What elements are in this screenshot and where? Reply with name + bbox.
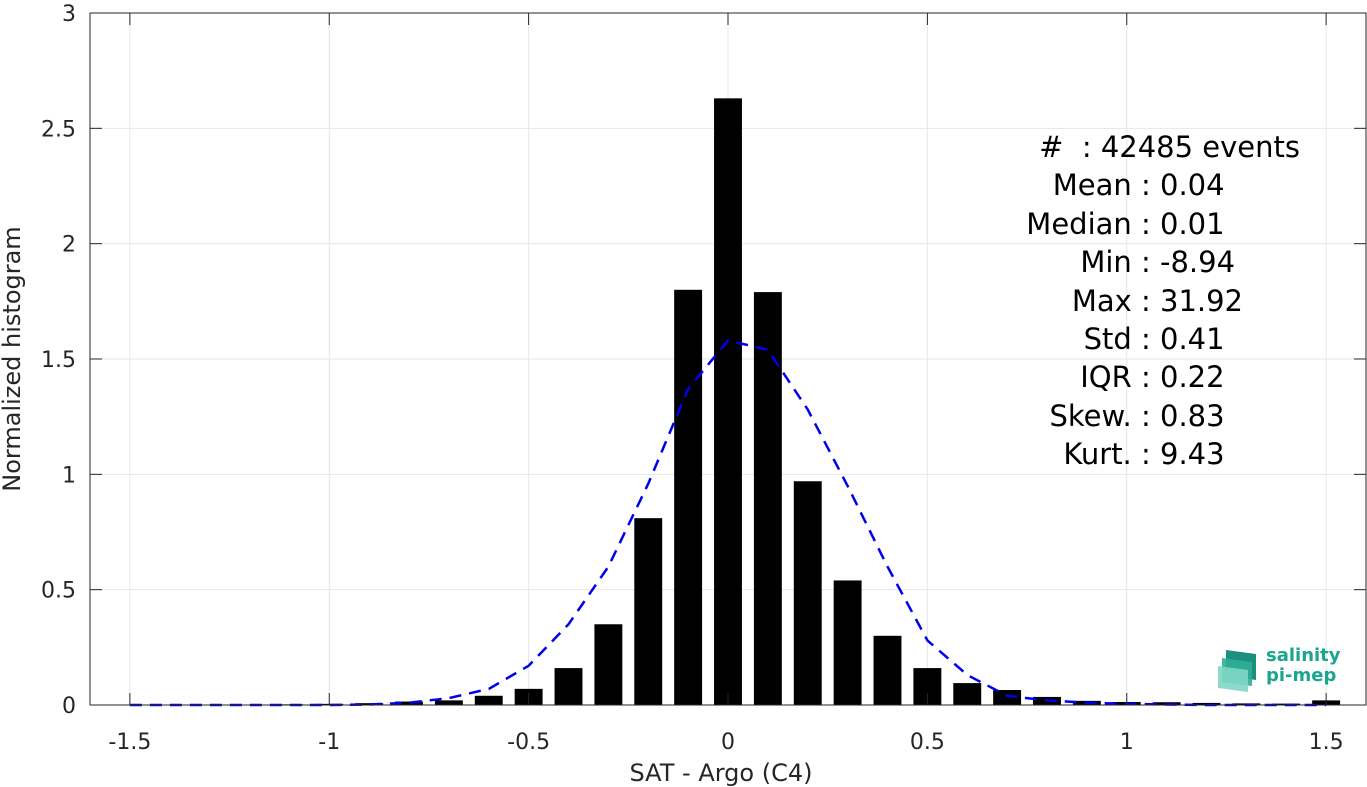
y-tick-label: 0 — [62, 694, 76, 719]
stat-value: : -8.94 — [1141, 245, 1236, 280]
stat-row: Skew. : 0.83 — [900, 397, 1300, 435]
x-tick-label: 0.5 — [910, 730, 945, 755]
salinity-pi-mep-logo: salinity pi-mep — [1216, 646, 1346, 696]
y-tick-label: 0.5 — [41, 579, 76, 604]
y-tick-label: 1 — [62, 463, 76, 488]
x-tick-labels: -1.5 -1 -0.5 0 0.5 1 1.5 — [108, 730, 1343, 755]
stat-value: : 9.43 — [1141, 437, 1225, 472]
y-tick-label: 3 — [62, 2, 76, 27]
stat-value: : 0.04 — [1141, 168, 1225, 203]
histogram-bar — [634, 518, 663, 705]
y-tick-label: 2.5 — [41, 117, 76, 142]
histogram-bar — [355, 703, 384, 705]
histogram-bars — [115, 98, 1341, 706]
stat-key: Max — [1071, 283, 1141, 318]
y-axis-title: Normalized histogram — [0, 226, 26, 491]
histogram-bar — [474, 695, 503, 705]
histogram-bar — [793, 481, 822, 705]
stat-value: : 0.83 — [1141, 398, 1225, 433]
x-tick-label: -0.5 — [507, 730, 550, 755]
stat-key: Median — [1026, 206, 1141, 241]
histogram-bar — [953, 683, 982, 705]
histogram-bar — [833, 580, 862, 705]
stat-row: Min : -8.94 — [900, 243, 1300, 281]
stat-key: # — [1039, 130, 1082, 164]
x-tick-label: 1.5 — [1309, 730, 1344, 755]
stat-value: : 31.92 — [1141, 283, 1244, 318]
stat-key: Std — [1083, 322, 1141, 357]
axis-ticks — [90, 12, 1366, 706]
histogram-bar — [714, 98, 742, 705]
x-tick-label: -1 — [318, 730, 340, 755]
stat-value: : 0.22 — [1141, 360, 1225, 395]
stat-key: Min — [1080, 245, 1141, 280]
wave-logo-icon — [1218, 650, 1256, 692]
histogram-bar — [395, 701, 423, 705]
x-axis-title: SAT - Argo (C4) — [630, 759, 813, 787]
y-tick-label: 1.5 — [41, 348, 76, 373]
y-tick-labels: 0 0.5 1 1.5 2 2.5 3 — [41, 2, 76, 719]
stat-row: IQR : 0.22 — [900, 358, 1300, 396]
y-tick-label: 2 — [62, 233, 76, 258]
stat-key: Mean — [1052, 168, 1141, 203]
histogram-bar — [554, 668, 583, 705]
stat-row: Median : 0.01 — [900, 205, 1300, 243]
histogram-bar — [753, 292, 782, 705]
histogram-bar — [873, 635, 902, 705]
stat-value: : 0.41 — [1141, 322, 1225, 357]
logo-line-2: pi-mep — [1266, 665, 1337, 686]
stat-row: Std : 0.41 — [900, 320, 1300, 358]
stat-row: Kurt. : 9.43 — [900, 435, 1300, 473]
stat-value: : 0.01 — [1141, 206, 1225, 241]
histogram-bar — [993, 690, 1022, 705]
stat-row: # : 42485 events — [900, 128, 1300, 166]
statistics-panel: # : 42485 events Mean : 0.04 Median : 0.01… — [900, 128, 1300, 474]
logo-line-1: salinity — [1266, 645, 1341, 666]
histogram-bar — [674, 289, 703, 705]
stat-key: IQR — [1080, 360, 1141, 395]
x-tick-label: -1.5 — [108, 730, 151, 755]
x-tick-label: 1 — [1120, 730, 1134, 755]
stat-row: Mean : 0.04 — [900, 166, 1300, 204]
histogram-bar — [434, 700, 463, 705]
stat-value: : 42485 events — [1081, 130, 1300, 164]
histogram-bar — [594, 624, 623, 705]
x-tick-label: 0 — [721, 730, 735, 755]
stat-key: Skew. — [1049, 398, 1141, 433]
stat-row: Max : 31.92 — [900, 282, 1300, 320]
stat-key: Kurt. — [1063, 437, 1141, 472]
